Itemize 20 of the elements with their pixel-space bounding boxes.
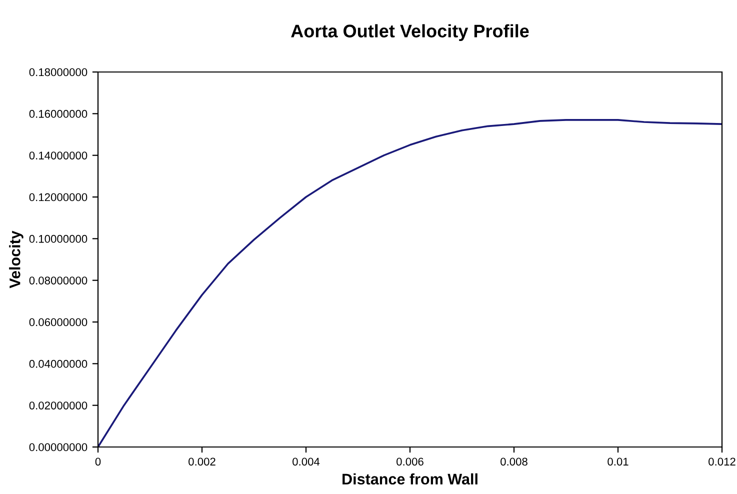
y-tick-label: 0.08000000 bbox=[29, 276, 88, 284]
y-tick-label: 0.04000000 bbox=[29, 360, 88, 368]
x-tick-label: 0 bbox=[95, 458, 101, 466]
y-tick-label: 0.02000000 bbox=[29, 402, 88, 410]
y-tick-label: 0.16000000 bbox=[29, 110, 88, 118]
y-axis-title: Velocity bbox=[9, 230, 24, 288]
x-tick-label: 0.004 bbox=[292, 458, 320, 466]
x-tick-label: 0.006 bbox=[396, 458, 424, 466]
y-tick-label: 0.00000000 bbox=[29, 443, 88, 452]
x-tick-label: 0.002 bbox=[188, 458, 216, 466]
y-tick-label: 0.10000000 bbox=[29, 234, 88, 243]
x-axis-title: Distance from Wall bbox=[342, 473, 478, 485]
x-tick-label: 0.01 bbox=[608, 458, 628, 466]
chart-title: Aorta Outlet Velocity Profile bbox=[291, 24, 529, 42]
y-tick-label: 0.12000000 bbox=[29, 193, 88, 202]
x-tick-label: 0.008 bbox=[500, 458, 528, 466]
x-tick-label: 0.012 bbox=[708, 458, 736, 466]
y-tick-label: 0.14000000 bbox=[29, 152, 88, 160]
y-tick-label: 0.06000000 bbox=[29, 318, 88, 326]
y-tick-label: 0.18000000 bbox=[29, 68, 88, 76]
